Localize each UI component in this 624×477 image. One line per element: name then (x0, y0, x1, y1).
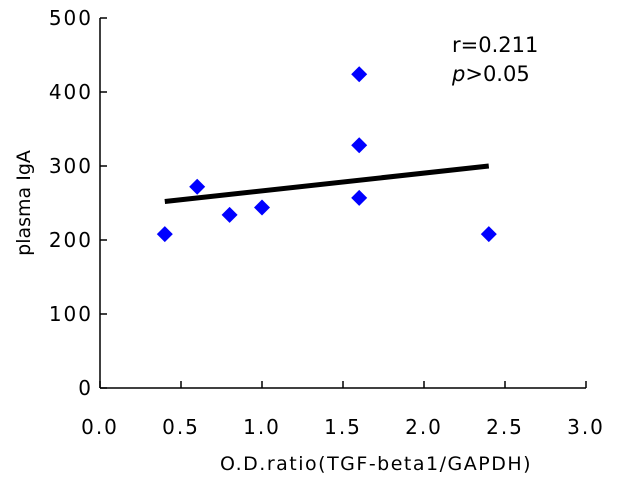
data-points (156, 66, 497, 243)
y-tick-label: 200 (49, 228, 93, 252)
regression (164, 163, 490, 205)
y-tick-label: 400 (49, 80, 93, 104)
x-tick-label: 2.5 (486, 415, 524, 439)
x-tick-label: 3.0 (567, 415, 605, 439)
x-tick-label: 1.5 (324, 415, 362, 439)
x-tick-label: 2.0 (405, 415, 443, 439)
y-tick-label: 0 (78, 376, 93, 400)
data-point (480, 226, 497, 243)
data-point (351, 189, 368, 206)
data-point (189, 178, 206, 195)
p-value-text: >0.05 (465, 62, 529, 86)
correlation-label: r=0.211 (452, 33, 538, 57)
y-tick-label: 500 (49, 6, 93, 30)
y-tick-label: 100 (49, 302, 93, 326)
x-axis-title: O.D.ratio(TGF-beta1/GAPDH) (220, 453, 532, 475)
x-tick-label: 1.0 (243, 415, 281, 439)
x-tick-label: 0.5 (162, 415, 200, 439)
y-tick-label: 300 (49, 154, 93, 178)
regression-line (164, 163, 490, 205)
p-value-label: p>0.05 (451, 62, 530, 86)
data-point (351, 66, 368, 83)
data-point (351, 137, 368, 154)
p-symbol: p (451, 62, 465, 86)
data-point (156, 226, 173, 243)
y-axis-title: plasma IgA (13, 150, 35, 256)
data-point (221, 206, 238, 223)
x-tick-label: 0.0 (81, 415, 119, 439)
x-ticks: 0.0 0.5 1.0 1.5 2.0 2.5 3.0 (81, 381, 605, 439)
y-ticks: 0 100 200 300 400 500 (49, 6, 107, 400)
data-point (254, 199, 270, 216)
